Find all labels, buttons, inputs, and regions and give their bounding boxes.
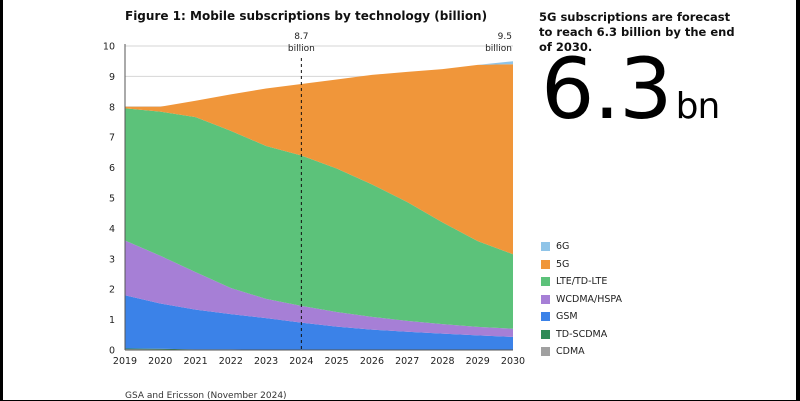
annotation-value: 9.5	[498, 32, 512, 42]
y-tick-label: 5	[109, 194, 115, 205]
x-tick-label: 2020	[148, 356, 172, 367]
legend-item-cdma: CDMA	[541, 343, 622, 361]
big-number-value: 6.3	[541, 40, 673, 138]
x-tick-label: 2027	[395, 356, 419, 367]
area-lte-td-lte	[125, 108, 513, 329]
legend-item-5g: 5G	[541, 256, 622, 274]
y-tick-label: 7	[109, 133, 115, 144]
x-tick-label: 2029	[466, 356, 490, 367]
legend-swatch	[541, 329, 550, 339]
area-wcdma-hspa	[125, 240, 513, 337]
x-tick-label: 2028	[430, 356, 454, 367]
legend-item-6g: 6G	[541, 238, 622, 256]
legend-swatch	[541, 242, 550, 252]
chart-legend: 6G 5G LTE/TD-LTE WCDMA/HSPA GSM TD-SCDMA CDMA	[541, 238, 622, 361]
legend-item-lte-td-lte: LTE/TD-LTE	[541, 273, 622, 291]
legend-label: 5G	[556, 258, 570, 270]
x-tick-label: 2023	[254, 356, 278, 367]
big-number-display: 6.3 bn	[541, 44, 721, 152]
annotation-value: 8.7	[294, 32, 308, 42]
y-tick-label: 8	[109, 102, 115, 113]
figure-title: Figure 1: Mobile subscriptions by techno…	[125, 9, 488, 23]
legend-swatch	[541, 347, 550, 357]
y-tick-label: 0	[109, 346, 115, 357]
legend-label: WCDMA/HSPA	[556, 293, 623, 305]
x-tick-label: 2026	[360, 356, 384, 367]
callout-text: 5G subscriptions are forecast to reach 6…	[539, 10, 735, 54]
legend-swatch	[541, 294, 550, 304]
y-tick-label: 9	[109, 72, 115, 83]
x-tick-label: 2019	[113, 356, 137, 367]
area-5g	[125, 64, 513, 255]
annotation-unit: billion	[485, 44, 512, 54]
annotation-unit: billion	[288, 44, 315, 54]
legend-swatch	[541, 277, 550, 287]
y-tick-label: 4	[109, 224, 115, 235]
legend-label: CDMA	[556, 346, 585, 358]
x-tick-label: 2022	[219, 356, 243, 367]
area-gsm	[125, 295, 513, 350]
legend-item-wcdma-hspa: WCDMA/HSPA	[541, 291, 622, 309]
legend-swatch	[541, 312, 550, 322]
x-tick-label: 2030	[501, 356, 525, 367]
legend-label: TD-SCDMA	[556, 328, 608, 340]
source-note: GSA and Ericsson (November 2024)	[125, 391, 287, 401]
big-number-unit: bn	[675, 86, 721, 127]
y-tick-label: 10	[103, 42, 115, 53]
legend-item-td-scdma: TD-SCDMA	[541, 326, 622, 344]
y-tick-label: 6	[109, 163, 115, 174]
legend-label: GSM	[556, 311, 578, 323]
y-tick-label: 2	[109, 285, 115, 296]
legend-label: LTE/TD-LTE	[556, 276, 608, 288]
legend-label: 6G	[556, 241, 570, 253]
x-tick-label: 2021	[183, 356, 207, 367]
area-chart: 0 1 2 3 4 5 6 7 8 9 10 2019 2020 2021 2022 2023 2024 2025…	[103, 32, 525, 367]
figure-page: Figure 1: Mobile subscriptions by techno…	[3, 0, 796, 401]
legend-item-gsm: GSM	[541, 308, 622, 326]
legend-swatch	[541, 259, 550, 269]
x-tick-label: 2024	[289, 356, 313, 367]
y-tick-label: 1	[109, 315, 115, 326]
y-tick-label: 3	[109, 254, 115, 265]
x-tick-label: 2025	[325, 356, 349, 367]
